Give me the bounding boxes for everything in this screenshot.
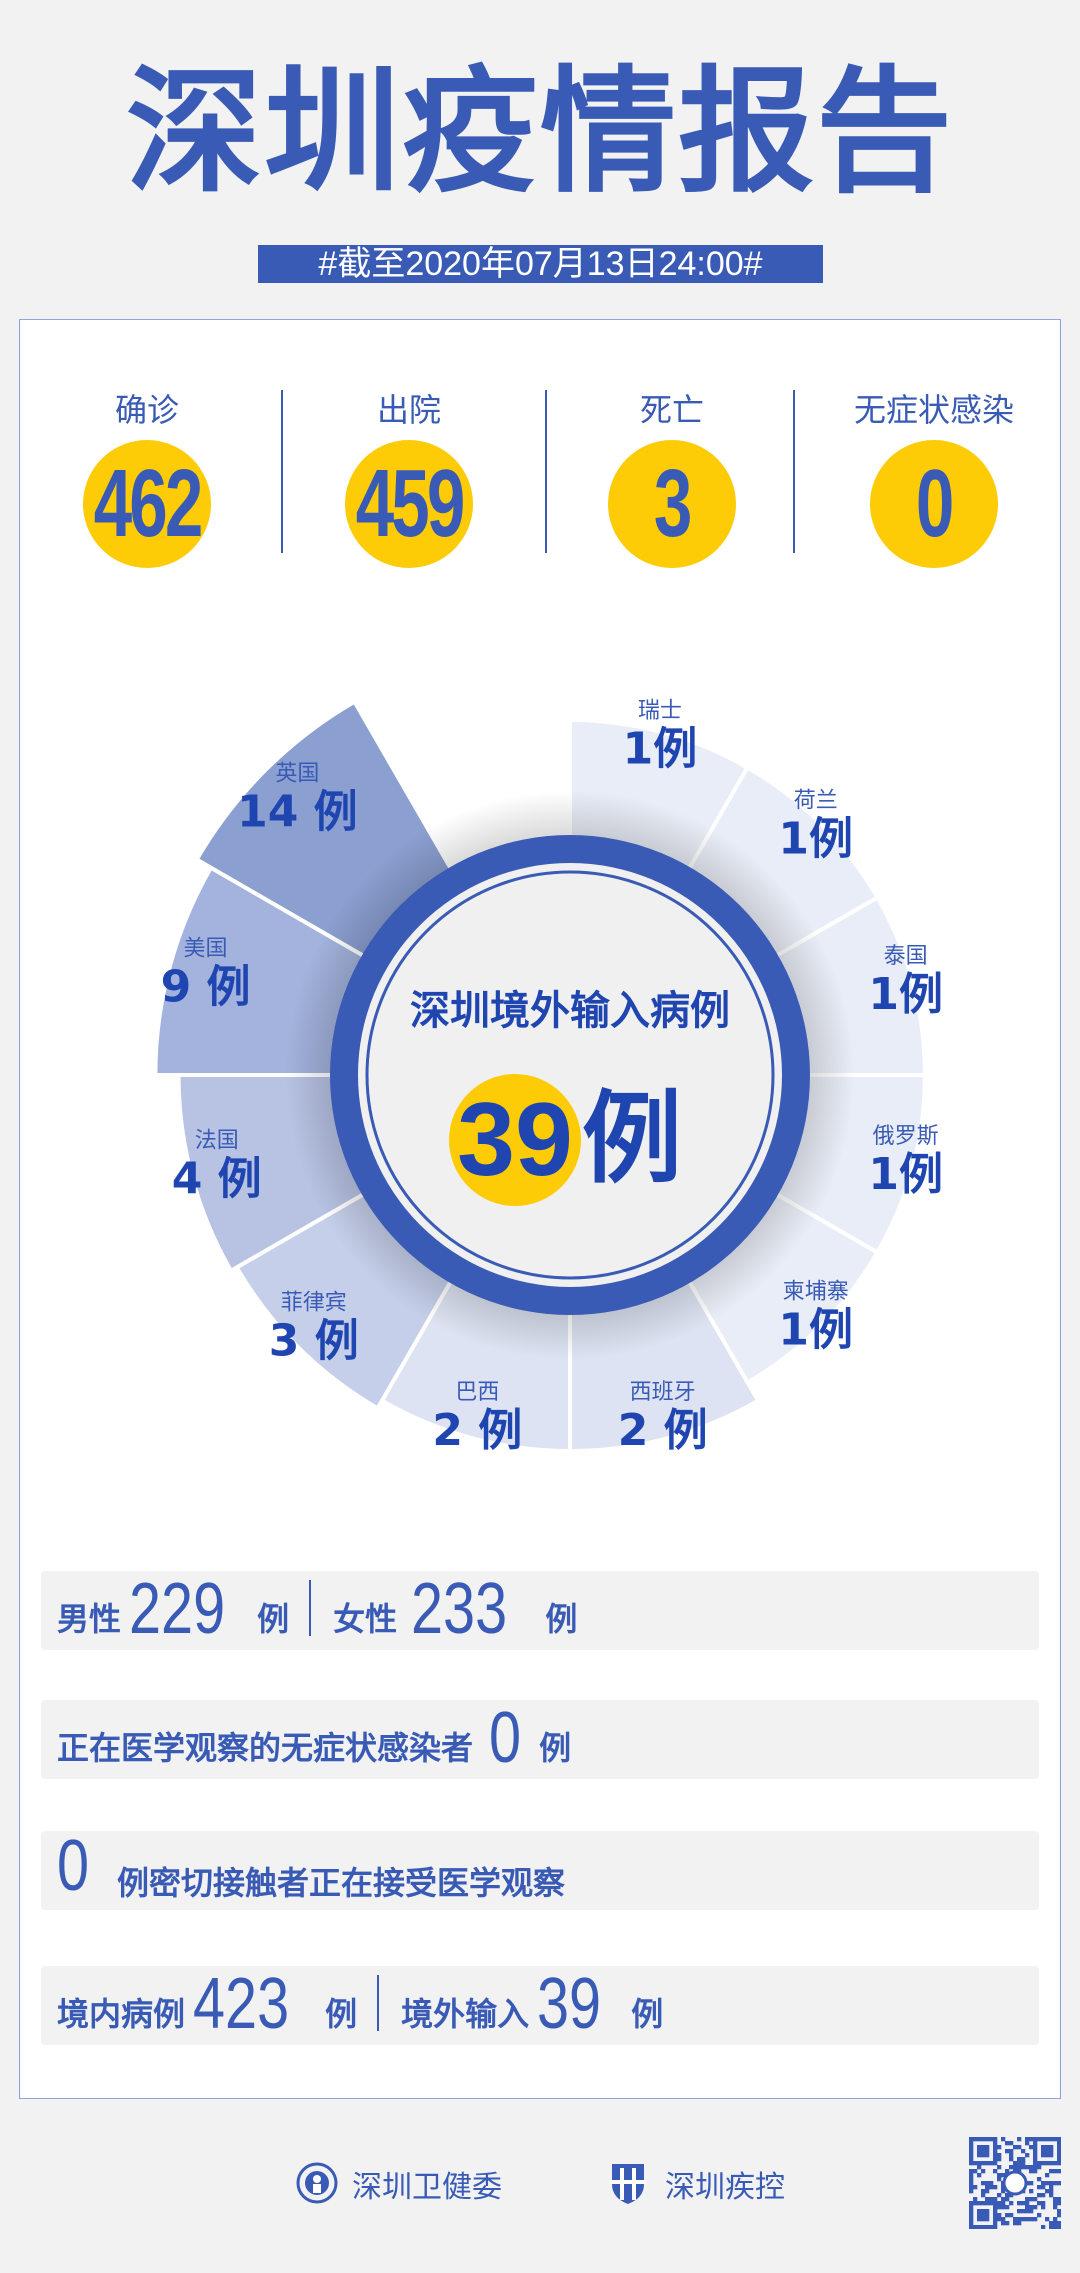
wedge-country-label: 巴西 [455, 1380, 499, 1405]
stat-value: 3 [654, 450, 692, 557]
contacts-value: 0 [57, 1826, 90, 1906]
wedge-country-label: 柬埔寨 [783, 1280, 849, 1305]
stat-badge-deaths: 3 [608, 440, 736, 568]
gender-row: 男性 229 例 女性 233 例 [41, 1571, 1039, 1650]
wedge-count-label: 1例 [623, 723, 698, 774]
shenzhen-health-commission-logo-icon [296, 2162, 338, 2204]
stat-label-discharged: 出院 [376, 391, 441, 429]
unit: 例 [631, 1995, 664, 2033]
wedge-country-label: 菲律宾 [281, 1290, 347, 1315]
wedge-count-label: 1例 [868, 969, 943, 1020]
stat-value: 459 [355, 450, 466, 557]
wedge-country-label: 英国 [275, 761, 319, 786]
wedge-country-label: 法国 [195, 1129, 239, 1154]
male-value: 229 [129, 1569, 226, 1649]
wedge-country-label: 美国 [184, 936, 228, 961]
center-unit: 例 [582, 1080, 682, 1197]
female-value: 233 [411, 1569, 508, 1649]
footer-org-health-commission: 深圳卫健委 [352, 2170, 502, 2205]
wedge-country-label: 荷兰 [794, 788, 838, 813]
divider [377, 1975, 380, 2031]
divider [793, 390, 795, 553]
local-value: 423 [193, 1964, 290, 2044]
stat-value: 462 [93, 450, 204, 557]
local-label: 境内病例 [57, 1995, 186, 2033]
divider [281, 390, 283, 553]
stat-badge-confirmed: 462 [83, 440, 211, 568]
wedge-count-label: 3 例 [269, 1315, 359, 1366]
wedge-count-label: 4 例 [172, 1154, 262, 1205]
center-value-badge [449, 1074, 581, 1206]
wedge-country-label: 瑞士 [638, 698, 682, 723]
asymptomatic-row: 正在医学观察的无症状感染者 0 例 [41, 1700, 1039, 1779]
origin-row: 境内病例 423 例 境外输入 39 例 [41, 1966, 1039, 2045]
contacts-label: 例密切接触者正在接受医学观察 [117, 1864, 566, 1902]
wedge-count-label: 1例 [778, 1305, 853, 1356]
divider [309, 1580, 312, 1636]
wedge-count-label: 14 例 [237, 786, 358, 837]
imported-label: 境外输入 [401, 1995, 530, 2033]
wedge-country-label: 西班牙 [630, 1380, 696, 1405]
wedge-count-label: 1例 [868, 1149, 943, 1200]
stat-value: 0 [916, 450, 954, 557]
stat-label-confirmed: 确诊 [114, 391, 179, 429]
asymptomatic-label: 正在医学观察的无症状感染者 [57, 1729, 474, 1767]
stat-label-deaths: 死亡 [639, 391, 704, 429]
stat-badge-discharged: 459 [345, 440, 473, 568]
center-title: 深圳境外输入病例 [410, 988, 730, 1034]
imported-value: 39 [537, 1964, 602, 2044]
wedge-country-label: 泰国 [884, 944, 928, 969]
shenzhen-cdc-logo-icon [610, 2164, 646, 2204]
date-banner: #截至2020年07月13日24:00# [258, 245, 823, 283]
contacts-row: 0 例密切接触者正在接受医学观察 [41, 1826, 1039, 1910]
wedge-count-label: 2 例 [618, 1405, 708, 1456]
center-inner-ring [365, 870, 775, 1280]
wedge-count-label: 9 例 [161, 961, 251, 1012]
male-label: 男性 [57, 1600, 122, 1638]
asymptomatic-value: 0 [489, 1698, 522, 1778]
unit: 例 [545, 1600, 578, 1638]
wedge-country-label: 俄罗斯 [873, 1124, 939, 1149]
female-label: 女性 [333, 1600, 398, 1638]
wedge-count-label: 2 例 [432, 1405, 522, 1456]
page-title: 深圳疫情报告 [126, 54, 954, 212]
divider [545, 390, 547, 553]
unit: 例 [325, 1995, 358, 2033]
imported-cases-rose-chart: 深圳境外输入病例 39 例 瑞士1例荷兰1例泰国1例俄罗斯1例柬埔寨1例西班牙2… [153, 698, 943, 1456]
unit: 例 [257, 1600, 290, 1638]
center-value: 39 [457, 1082, 573, 1198]
qr-code-icon[interactable] [969, 2137, 1061, 2229]
center-disc [358, 863, 782, 1287]
wedge-count-label: 1例 [778, 813, 853, 864]
unit: 例 [539, 1729, 572, 1767]
stat-label-asymptomatic: 无症状感染 [853, 391, 1014, 429]
footer-org-cdc: 深圳疾控 [665, 2170, 785, 2205]
stat-badge-asymptomatic: 0 [870, 440, 998, 568]
